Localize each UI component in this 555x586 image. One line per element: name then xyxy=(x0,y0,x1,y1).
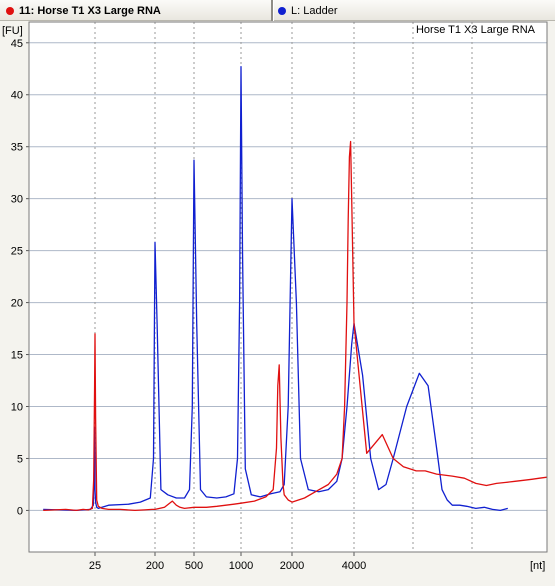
y-tick-label: 30 xyxy=(11,194,23,206)
series-dot-icon xyxy=(6,6,14,15)
y-tick-label: 20 xyxy=(11,298,23,310)
y-tick-label: 15 xyxy=(11,350,23,362)
chart-title: Horse T1 X3 Large RNA xyxy=(416,24,536,36)
legend-label-ladder: L: Ladder xyxy=(291,4,338,17)
y-tick-label: 45 xyxy=(11,38,23,50)
x-axis: 25 200 500 1000 2000 4000 xyxy=(89,552,366,572)
legend-item-ladder[interactable]: L: Ladder xyxy=(278,0,337,21)
y-tick-label: 35 xyxy=(11,142,23,154)
legend-bar: 11: Horse T1 X3 Large RNA L: Ladder xyxy=(0,0,555,21)
y-axis: 0 5 10 15 20 25 30 35 40 45 xyxy=(11,38,29,517)
plot-area xyxy=(29,22,547,552)
x-axis-label: [nt] xyxy=(530,560,545,572)
series-line-sample xyxy=(43,140,548,512)
y-tick-label: 5 xyxy=(17,453,23,465)
y-tick-label: 40 xyxy=(11,90,23,102)
x-tick-label: 200 xyxy=(146,560,164,572)
x-tick-label: 25 xyxy=(89,560,101,572)
plot-border xyxy=(28,21,548,553)
legend-item-sample[interactable]: 11: Horse T1 X3 Large RNA xyxy=(6,0,161,21)
x-tick-label: 4000 xyxy=(342,560,366,572)
y-tick-label: 10 xyxy=(11,402,23,414)
x-tick-label: 1000 xyxy=(229,560,253,572)
series-line-ladder xyxy=(43,66,508,512)
x-tick-label: 2000 xyxy=(280,560,304,572)
legend-divider xyxy=(271,0,274,21)
y-tick-label: 0 xyxy=(17,505,23,517)
series-group xyxy=(43,66,548,512)
y-axis-label: [FU] xyxy=(2,25,23,37)
x-tick-label: 500 xyxy=(185,560,203,572)
legend-label-sample: 11: Horse T1 X3 Large RNA xyxy=(19,4,161,17)
y-tick-label: 25 xyxy=(11,246,23,258)
series-dot-icon xyxy=(278,6,286,15)
